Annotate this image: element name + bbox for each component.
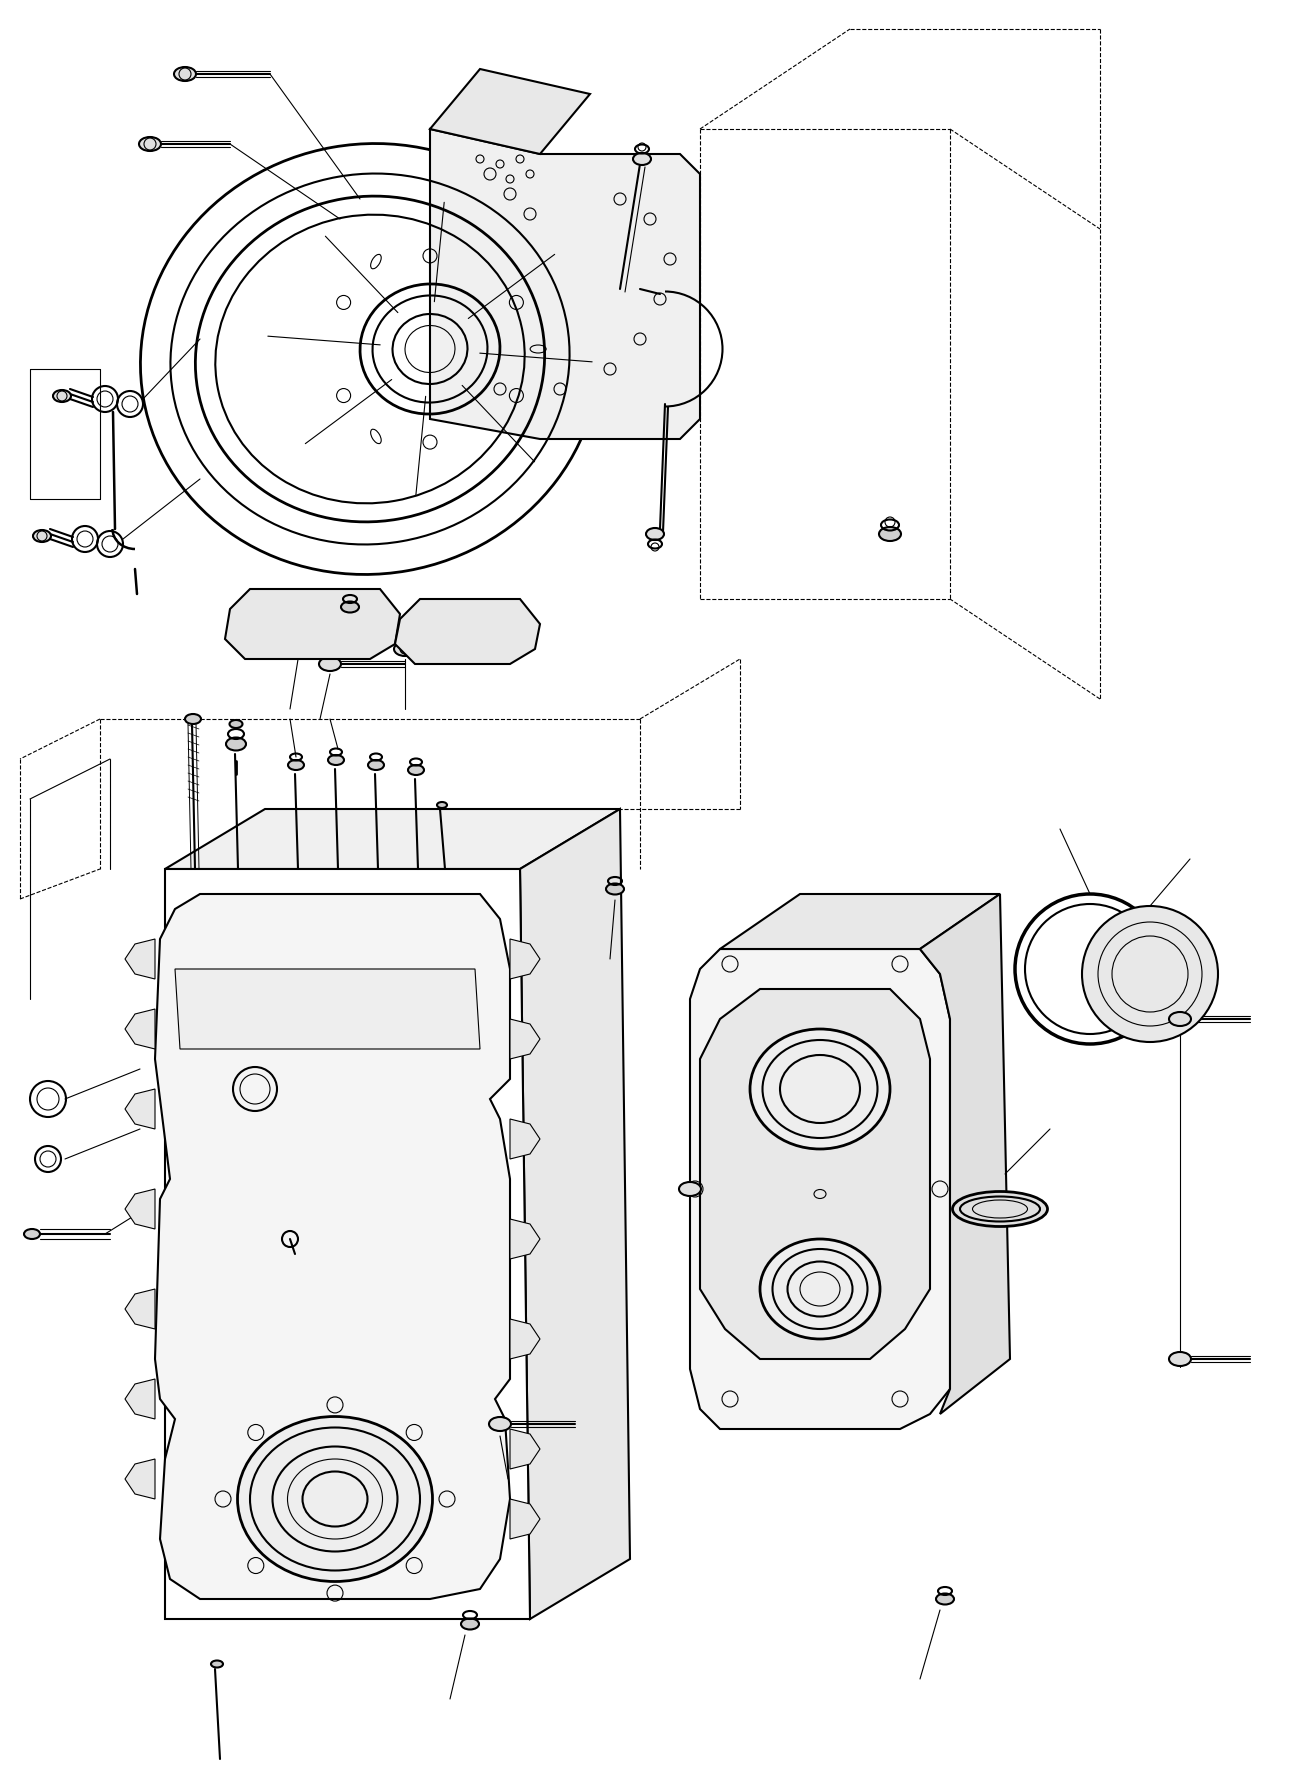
Ellipse shape: [212, 1660, 223, 1667]
Polygon shape: [125, 1009, 154, 1050]
Ellipse shape: [238, 1417, 432, 1581]
Ellipse shape: [936, 1594, 954, 1605]
Ellipse shape: [761, 1240, 880, 1340]
Polygon shape: [510, 1499, 540, 1539]
Ellipse shape: [437, 803, 447, 809]
Polygon shape: [125, 1460, 154, 1499]
Polygon shape: [175, 970, 480, 1050]
Ellipse shape: [289, 628, 310, 640]
Polygon shape: [125, 1190, 154, 1229]
Ellipse shape: [186, 714, 201, 725]
Polygon shape: [125, 1379, 154, 1419]
Polygon shape: [510, 1220, 540, 1259]
Ellipse shape: [341, 603, 360, 614]
Ellipse shape: [319, 658, 341, 671]
Ellipse shape: [489, 1417, 511, 1431]
Ellipse shape: [953, 1191, 1047, 1227]
Polygon shape: [510, 1020, 540, 1059]
Polygon shape: [510, 1318, 540, 1360]
Ellipse shape: [226, 739, 247, 751]
Polygon shape: [225, 590, 400, 660]
Ellipse shape: [328, 755, 344, 766]
Polygon shape: [510, 939, 540, 979]
Polygon shape: [154, 894, 510, 1599]
Polygon shape: [125, 939, 154, 979]
Ellipse shape: [879, 528, 901, 542]
Ellipse shape: [646, 530, 665, 540]
Polygon shape: [430, 70, 591, 156]
Ellipse shape: [395, 642, 415, 657]
Ellipse shape: [288, 760, 304, 771]
Polygon shape: [165, 810, 620, 869]
Ellipse shape: [140, 145, 600, 574]
Polygon shape: [510, 1120, 540, 1159]
Ellipse shape: [408, 766, 424, 776]
Polygon shape: [510, 1429, 540, 1469]
Polygon shape: [395, 599, 540, 666]
Polygon shape: [125, 1090, 154, 1129]
Polygon shape: [700, 989, 929, 1360]
Polygon shape: [920, 894, 1010, 1415]
Ellipse shape: [369, 760, 384, 771]
Ellipse shape: [32, 531, 51, 542]
Ellipse shape: [606, 884, 624, 894]
Polygon shape: [430, 131, 700, 440]
Ellipse shape: [750, 1029, 890, 1149]
Ellipse shape: [53, 390, 71, 403]
Polygon shape: [720, 894, 999, 950]
Ellipse shape: [230, 721, 243, 728]
Ellipse shape: [461, 1619, 479, 1630]
Ellipse shape: [23, 1229, 40, 1240]
Ellipse shape: [679, 1183, 701, 1197]
Polygon shape: [125, 1290, 154, 1329]
Ellipse shape: [174, 68, 196, 82]
Ellipse shape: [1169, 1013, 1192, 1027]
Polygon shape: [165, 869, 530, 1619]
Polygon shape: [520, 810, 630, 1619]
Ellipse shape: [633, 154, 652, 166]
Ellipse shape: [1169, 1352, 1192, 1367]
Polygon shape: [691, 950, 950, 1429]
Circle shape: [1083, 907, 1218, 1043]
Ellipse shape: [139, 138, 161, 152]
